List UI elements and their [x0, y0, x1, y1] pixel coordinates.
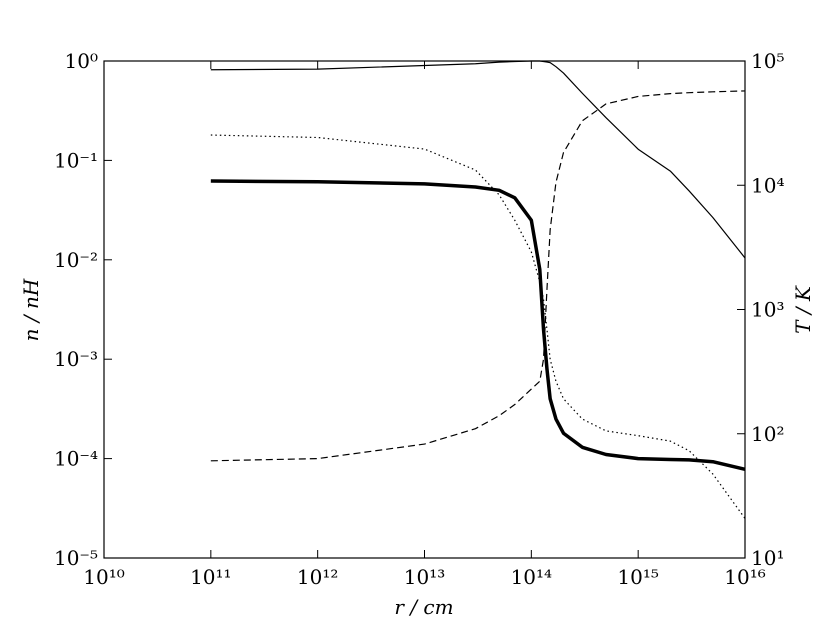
y2-axis-label: T / K — [791, 285, 815, 334]
x-tick-label: 10¹⁰ — [83, 565, 124, 589]
series-line — [210, 90, 746, 462]
y-tick-label: 10⁻⁵ — [54, 546, 98, 570]
x-tick-label: 10¹³ — [404, 565, 445, 589]
x-tick-label: 10¹² — [297, 565, 338, 589]
y-tick-label: 10⁻³ — [54, 347, 98, 371]
plot-frame — [103, 60, 746, 559]
y-tick-label: 10⁻⁴ — [54, 447, 98, 471]
series-line — [210, 134, 746, 519]
x-tick-label: 10¹⁴ — [511, 565, 552, 589]
series-line — [210, 179, 746, 472]
y2-tick-label: 10³ — [751, 298, 784, 322]
y-tick-label: 10⁻¹ — [54, 148, 98, 172]
y2-tick-label: 10⁵ — [751, 49, 784, 73]
x-tick-label: 10¹¹ — [190, 565, 231, 589]
y-tick-label: 10⁰ — [65, 49, 98, 73]
y-axis-label: n / nH — [19, 278, 43, 341]
y-tick-label: 10⁻² — [54, 248, 98, 272]
x-axis-label: r / cm — [394, 595, 453, 619]
y2-tick-label: 10⁴ — [751, 173, 784, 197]
y2-tick-label: 10¹ — [751, 546, 784, 570]
x-tick-label: 10¹⁶ — [724, 565, 765, 589]
y2-tick-label: 10² — [751, 422, 784, 446]
x-tick-label: 10¹⁵ — [617, 565, 658, 589]
series-line — [210, 60, 746, 259]
